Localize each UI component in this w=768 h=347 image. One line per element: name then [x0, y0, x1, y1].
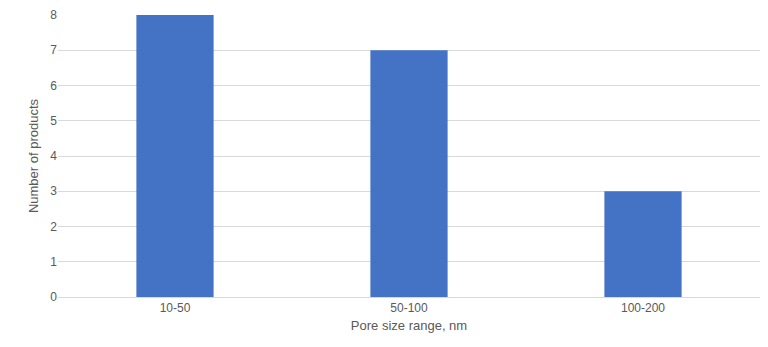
- svg-text:Pore size range, nm: Pore size range, nm: [351, 318, 467, 333]
- svg-text:10-50: 10-50: [160, 301, 191, 315]
- svg-text:0: 0: [50, 290, 57, 304]
- svg-text:8: 8: [50, 8, 57, 22]
- svg-text:50-100: 50-100: [390, 301, 428, 315]
- svg-text:1: 1: [50, 255, 57, 269]
- svg-text:7: 7: [50, 43, 57, 57]
- svg-text:3: 3: [50, 184, 57, 198]
- svg-text:5: 5: [50, 114, 57, 128]
- svg-text:4: 4: [50, 149, 57, 163]
- svg-text:100-200: 100-200: [621, 301, 665, 315]
- svg-text:Number of products: Number of products: [26, 98, 41, 213]
- svg-text:6: 6: [50, 79, 57, 93]
- svg-text:2: 2: [50, 220, 57, 234]
